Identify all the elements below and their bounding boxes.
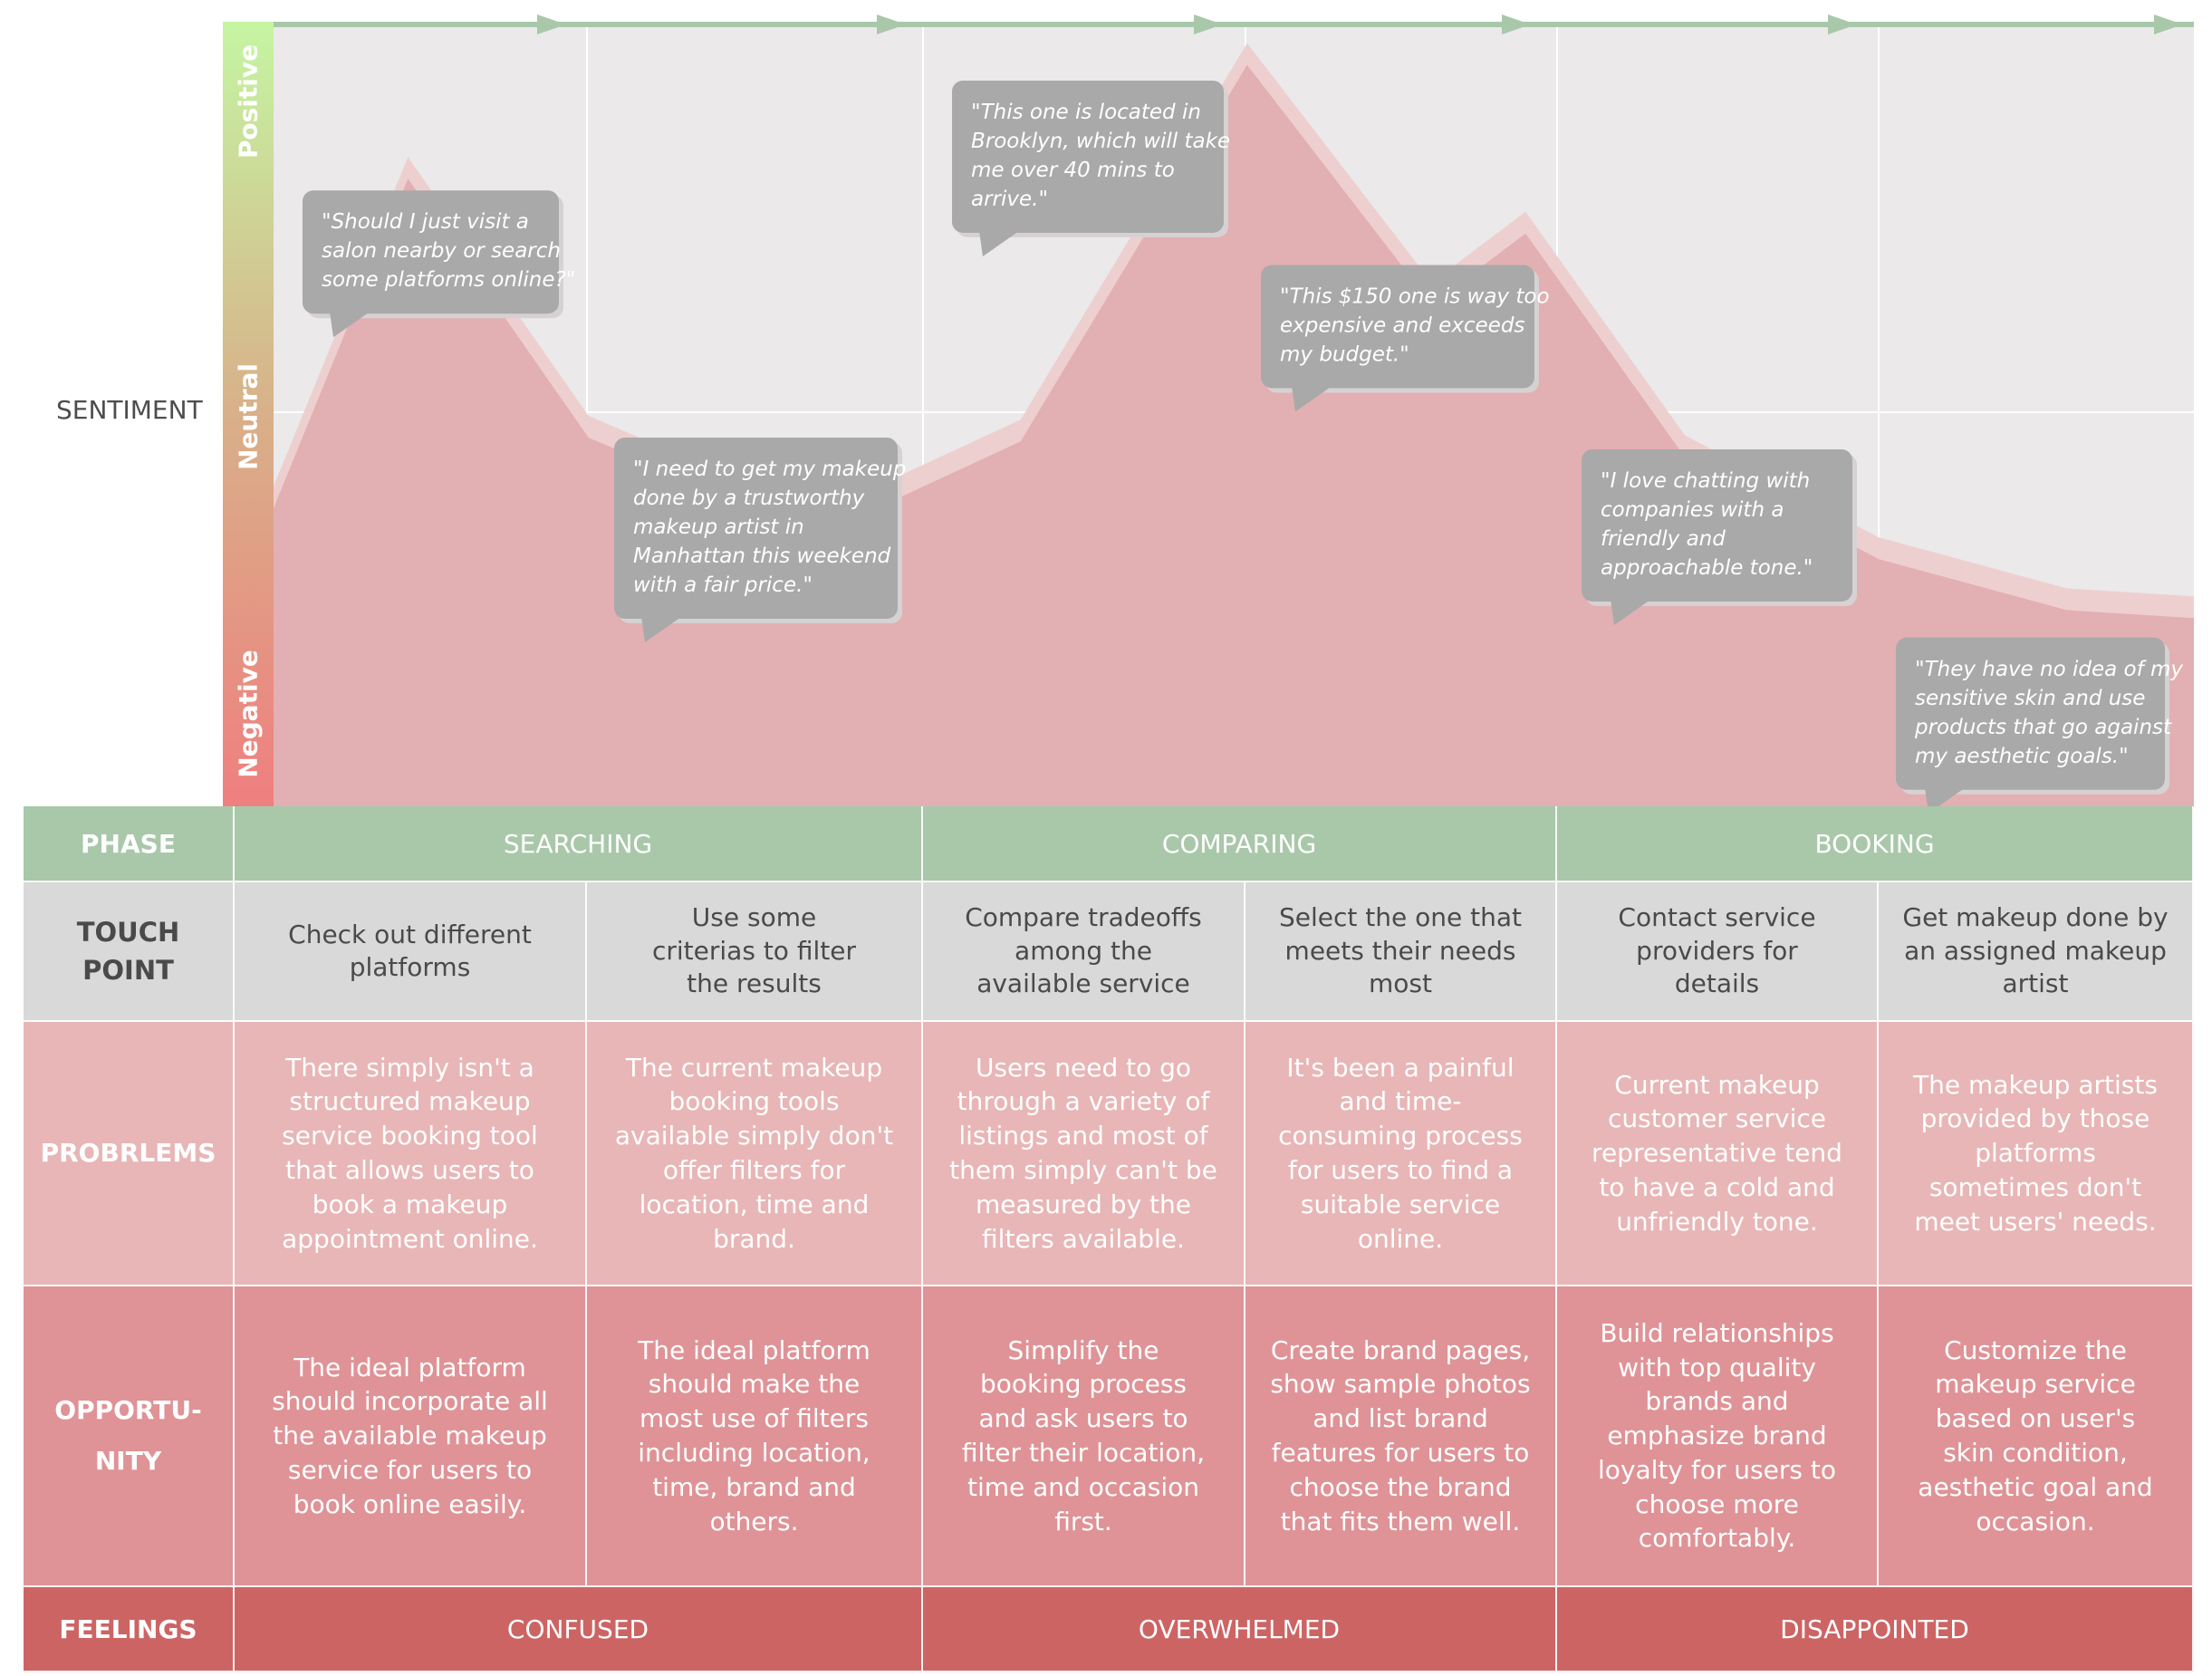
- opportunity-header: OPPORTU- NITY: [24, 1286, 235, 1587]
- quote-text-line: makeup artist in: [633, 515, 804, 539]
- opportunity-cell: Simplify the booking process and ask use…: [923, 1286, 1245, 1587]
- quote-bubble-box: [1896, 637, 2165, 790]
- quote-bubble-box: [614, 437, 898, 619]
- touch-point-header-line2: POINT: [82, 955, 174, 986]
- quote-text-line: "This $150 one is way too: [1280, 284, 1550, 308]
- arrowhead: [1194, 14, 1223, 34]
- quote-bubble: "This $150 one is way too expensive and e…: [1261, 265, 1550, 412]
- quote-text-line: Brooklyn, which will take: [971, 130, 1230, 153]
- problem-cell: It's been a painful and time-consuming p…: [1245, 1022, 1557, 1286]
- quote-text-line: some platforms online?": [322, 268, 575, 292]
- quote-text-line: arrive.": [971, 188, 1048, 211]
- feeling-disappointed: DISAPPOINTED: [1557, 1587, 2194, 1672]
- feeling-overwhelmed: OVERWHELMED: [923, 1587, 1557, 1672]
- quote-text-line: approachable tone.": [1601, 556, 1813, 580]
- quote-bubble: "I love chatting with companies with a fri…: [1582, 448, 1857, 625]
- quote-text-line: my budget.": [1280, 342, 1409, 366]
- quote-text-line: my aesthetic goals.": [1915, 745, 2129, 768]
- opportunity-header-line2: NITY: [94, 1446, 162, 1476]
- quote-text-line: me over 40 mins to: [971, 159, 1175, 182]
- phase-header: PHASE: [24, 806, 235, 882]
- touch-point-cell: Check out different platforms: [235, 882, 587, 1022]
- sentiment-chart: "Should I just visit a salon nearby or se…: [223, 14, 2194, 811]
- quote-text-line: products that go against: [1914, 716, 2172, 739]
- problem-cell: There simply isn't a structured makeup s…: [235, 1022, 587, 1286]
- problem-cell: Current makeup customer service represen…: [1557, 1022, 1879, 1286]
- phase-comparing: COMPARING: [923, 806, 1557, 882]
- quote-bubble-tail: [330, 312, 370, 338]
- touch-point-cell: Contact service providers for details: [1557, 882, 1879, 1022]
- feelings-header: FEELINGS: [24, 1587, 235, 1672]
- quote-bubble-tail: [1611, 599, 1650, 625]
- arrowhead: [877, 14, 906, 34]
- opportunity-cell: Customize the makeup service based on us…: [1879, 1286, 2194, 1587]
- quote-text-line: "They have no idea of my: [1915, 658, 2183, 681]
- quote-text-line: with a fair price.": [633, 573, 813, 597]
- level-neutral: Neutral: [233, 362, 264, 471]
- opportunity-cell: The ideal platform should incorporate al…: [235, 1286, 587, 1587]
- sentiment-scale-bar: [223, 22, 274, 806]
- phase-booking: BOOKING: [1557, 806, 2194, 882]
- quote-bubble-box: [952, 80, 1224, 233]
- level-negative: Negative: [233, 650, 264, 778]
- arrowhead: [2154, 14, 2183, 34]
- quote-text-line: companies with a: [1601, 498, 1784, 522]
- phase-searching: SEARCHING: [235, 806, 923, 882]
- quote-text-line: "I need to get my makeup: [633, 458, 906, 481]
- quote-text-line: "This one is located in: [971, 101, 1201, 124]
- arrowhead: [1502, 14, 1531, 34]
- quote-text-line: expensive and exceeds: [1280, 313, 1524, 337]
- quote-bubble-box: [1582, 448, 1852, 602]
- quote-bubble: "I need to get my makeup done by a trustw…: [614, 437, 906, 642]
- level-positive: Positive: [233, 43, 264, 159]
- sentiment-label: SENTIMENT: [56, 395, 203, 425]
- touch-point-cell: Select the one that meets their needs mo…: [1245, 882, 1557, 1022]
- quote-text-line: salon nearby or search: [322, 239, 561, 263]
- feeling-confused: CONFUSED: [235, 1587, 923, 1672]
- opportunity-header-line1: OPPORTU-: [54, 1395, 202, 1425]
- touch-point-cell: Compare tradeoffs among the available se…: [923, 882, 1245, 1022]
- touch-point-header-line1: TOUCH: [76, 916, 180, 948]
- arrowhead: [1828, 14, 1857, 34]
- quote-text-line: friendly and: [1601, 527, 1726, 551]
- problems-header: PROBRLEMS: [24, 1022, 235, 1286]
- quote-text-line: Manhattan this weekend: [633, 544, 891, 568]
- opportunity-cell: Create brand pages, show sample photos a…: [1245, 1286, 1557, 1587]
- quote-bubble-tail: [979, 230, 1019, 256]
- journey-arrow: [274, 14, 2194, 34]
- problem-cell: The current makeup booking tools availab…: [587, 1022, 923, 1286]
- arrowhead: [537, 14, 566, 34]
- quote-bubble: "They have no idea of my sensitive skin a…: [1896, 637, 2183, 811]
- touch-point-cell: Get makeup done by an assigned makeup ar…: [1879, 882, 2194, 1022]
- quote-bubble-tail: [641, 616, 681, 642]
- quote-text-line: "Should I just visit a: [322, 210, 529, 234]
- quote-bubble-box: [303, 190, 559, 314]
- quote-bubble: "This one is located in Brooklyn, which w…: [952, 80, 1230, 256]
- quote-text-line: "I love chatting with: [1601, 469, 1810, 493]
- quote-bubble-box: [1261, 265, 1534, 389]
- opportunity-cell: Build relationships with top quality bra…: [1557, 1286, 1879, 1587]
- touch-point-cell: Use some criterias to filter the results: [587, 882, 923, 1022]
- quote-bubble: "Should I just visit a salon nearby or se…: [303, 190, 575, 338]
- quote-bubble-tail: [1925, 787, 1965, 811]
- touch-point-header: TOUCH POINT: [24, 882, 235, 1022]
- problem-cell: The makeup artists provided by those pla…: [1879, 1022, 2194, 1286]
- problem-cell: Users need to go through a variety of li…: [923, 1022, 1245, 1286]
- quote-text-line: done by a trustworthy: [633, 486, 865, 510]
- quote-text-line: sensitive skin and use: [1915, 687, 2145, 710]
- quote-bubble-tail: [1292, 386, 1332, 412]
- opportunity-cell: The ideal platform should make the most …: [587, 1286, 923, 1587]
